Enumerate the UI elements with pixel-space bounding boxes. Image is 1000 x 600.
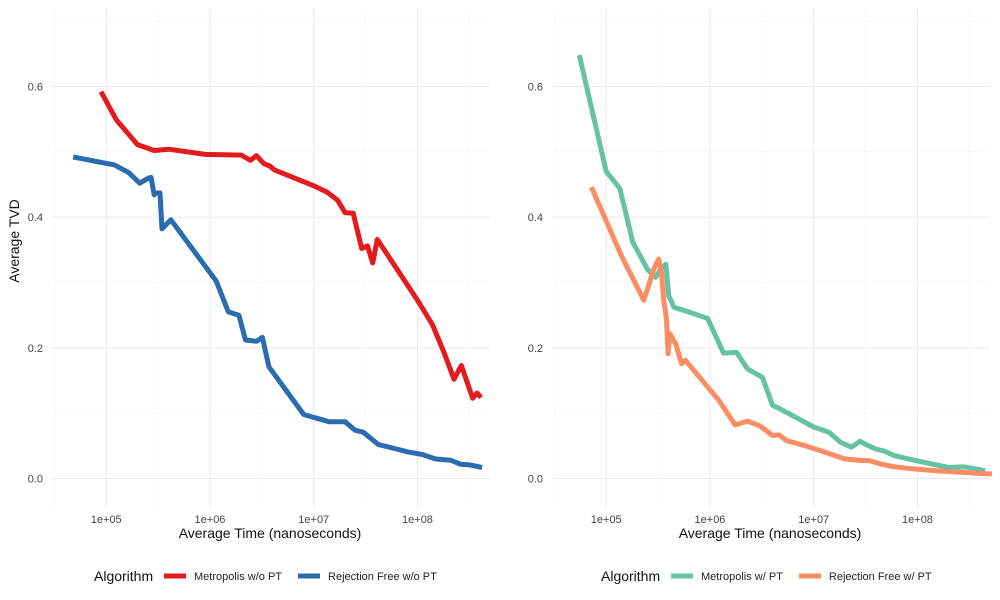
y-tick-label: 0.0 — [528, 474, 543, 486]
series-line-rejection-free-w-pt — [589, 186, 992, 477]
x-tick-label: 1e+05 — [91, 514, 122, 526]
x-tick-label: 1e+05 — [591, 514, 622, 526]
x-tick-label: 1e+06 — [695, 514, 726, 526]
legend-label-1: Rejection Free w/o PT — [328, 571, 437, 583]
legend-title: Algorithm — [94, 568, 153, 584]
x-tick-label: 1e+07 — [298, 514, 329, 526]
y-tick-label: 0.0 — [28, 474, 43, 486]
y-tick-label: 0.6 — [28, 81, 43, 93]
series-line-metropolis-w-o-pt — [98, 90, 483, 401]
legend-label-1: Rejection Free w/ PT — [829, 571, 932, 583]
x-axis-title-right: Average Time (nanoseconds) — [679, 525, 862, 541]
x-tick-label: 1e+06 — [195, 514, 226, 526]
y-tick-label: 0.2 — [28, 343, 43, 355]
legend-label-0: Metropolis w/o PT — [194, 571, 282, 583]
legend-title: Algorithm — [601, 568, 660, 584]
left-panel: 1e+05 1e+06 1e+07 1e+08 0.0 0.2 0.4 0.6 — [28, 8, 490, 526]
x-tick-label: 1e+07 — [798, 514, 829, 526]
y-tick-label: 0.2 — [528, 343, 543, 355]
legend-label-0: Metropolis w/ PT — [701, 571, 783, 583]
y-tick-label: 0.4 — [528, 212, 543, 224]
y-tick-label: 0.6 — [528, 81, 543, 93]
legend-left: Algorithm Metropolis w/o PT Rejection Free… — [94, 568, 437, 584]
legend-right: Algorithm Metropolis w/ PT Rejection Free … — [601, 568, 932, 584]
series-line-rejection-free-w-o-pt — [72, 154, 483, 470]
right-panel: 1e+05 1e+06 1e+07 1e+08 0.0 0.2 0.4 0.6 — [528, 8, 992, 526]
series-line-metropolis-w-pt — [576, 54, 986, 474]
x-tick-label: 1e+08 — [402, 514, 433, 526]
y-axis-title: Average TVD — [6, 199, 22, 283]
x-tick-label: 1e+08 — [902, 514, 933, 526]
x-axis-title-left: Average Time (nanoseconds) — [179, 525, 362, 541]
y-tick-label: 0.4 — [28, 212, 43, 224]
